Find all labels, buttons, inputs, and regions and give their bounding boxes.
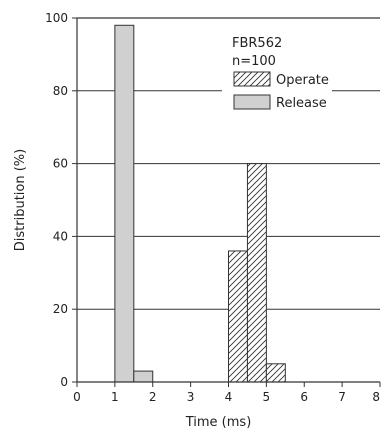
legend-subtitle: n=100 [232,54,276,69]
legend-swatch-release [233,94,271,110]
y-tick-label-20: 20 [53,302,68,316]
y-tick-label-0: 0 [60,375,68,389]
legend-label-operate: Operate [276,73,329,88]
x-tick-label-7: 7 [338,390,346,404]
x-tick-label-6: 6 [300,390,308,404]
x-tick-label-1: 1 [111,390,119,404]
y-tick-label-60: 60 [53,157,68,171]
y-axis-label: Distribution (%) [13,149,28,251]
bar-operate-1 [246,163,267,383]
y-tick-label-100: 100 [45,11,68,25]
x-tick-label-0: 0 [73,390,81,404]
axes [72,17,381,387]
y-tick-label-40: 40 [53,229,68,243]
tick-labels: 0 20 40 60 80 100 0 1 2 3 4 5 6 7 8 [45,11,380,404]
bar-operate-0 [228,250,248,383]
bar-operate-2 [265,363,286,383]
bars [114,24,286,383]
x-tick-label-4: 4 [225,390,233,404]
x-axis-label: Time (ms) [185,415,252,430]
x-tick-label-2: 2 [149,390,157,404]
x-tick-label-8: 8 [372,390,380,404]
x-tick-label-5: 5 [263,390,271,404]
bar-release-1 [133,370,154,383]
legend: FBR562 n=100 Operate Release [222,24,332,118]
y-tick-label-80: 80 [53,84,68,98]
x-tick-label-3: 3 [187,390,195,404]
bar-release-0 [114,24,135,383]
legend-title: FBR562 [232,36,282,51]
legend-label-release: Release [276,96,327,111]
legend-swatch-operate [233,71,271,87]
